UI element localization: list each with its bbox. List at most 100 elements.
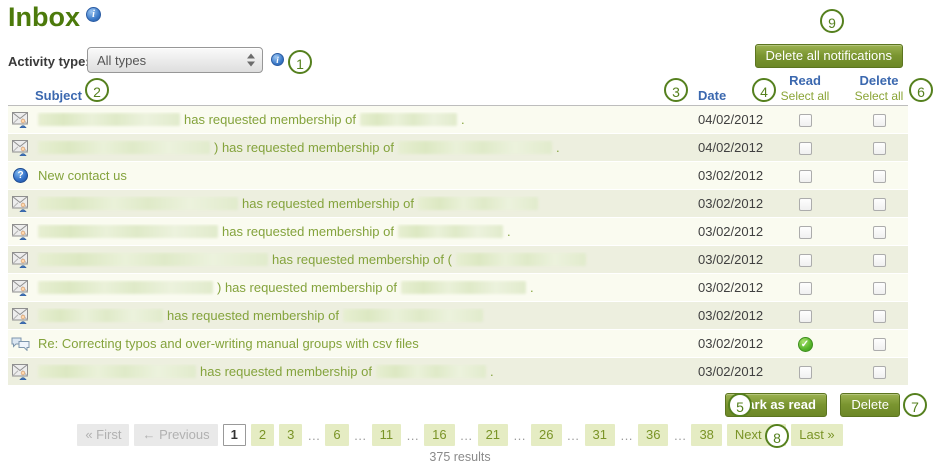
date-cell: 03/02/2012: [698, 308, 764, 323]
results-count: 375 results: [429, 450, 491, 464]
notification-subject-link[interactable]: ) has requested membership of.: [38, 140, 560, 155]
callout-5: 5: [728, 393, 752, 417]
pagination-page-button[interactable]: 11: [371, 424, 402, 446]
read-checkbox[interactable]: [798, 254, 812, 268]
redacted-text: [397, 141, 552, 154]
subject-text-segment: .: [529, 280, 534, 295]
delete-cell: [850, 252, 908, 268]
redacted-text: [359, 113, 457, 126]
membership-request-icon: [11, 195, 30, 212]
notification-subject-link[interactable]: has requested membership of.: [38, 112, 465, 127]
notification-subject-link[interactable]: New contact us: [38, 168, 127, 183]
read-select-all-link[interactable]: Select all: [780, 89, 830, 103]
info-icon[interactable]: i: [86, 7, 101, 23]
redacted-text: [38, 309, 163, 322]
activity-type-select[interactable]: All types: [87, 47, 263, 73]
date-cell: 04/02/2012: [698, 112, 764, 127]
pagination-page-button[interactable]: 21: [477, 424, 509, 446]
date-cell: 03/02/2012: [698, 168, 764, 183]
membership-request-icon: [11, 251, 30, 268]
subject-text-segment: .: [460, 112, 465, 127]
table-row: has requested membership of 03/02/2012: [8, 190, 908, 218]
delete-checkbox[interactable]: [872, 226, 886, 240]
read-checkbox[interactable]: [798, 282, 812, 296]
subject-cell: ) has requested membership of.: [8, 139, 648, 156]
read-checkbox[interactable]: [798, 142, 812, 156]
subject-text-segment: has requested membership of: [184, 112, 356, 127]
read-cell: [760, 280, 850, 296]
delete-checkbox[interactable]: [872, 198, 886, 212]
delete-checkbox[interactable]: [872, 310, 886, 324]
pagination-page-button[interactable]: Last »: [791, 424, 843, 446]
read-status-icon: ✓: [797, 337, 813, 352]
contact-us-icon: ?: [11, 168, 30, 183]
pagination-page-button[interactable]: 2: [250, 424, 275, 446]
pagination-disabled-button: ← Previous: [134, 424, 218, 446]
delete-checkbox[interactable]: [872, 142, 886, 156]
pagination-page-button[interactable]: 26: [531, 424, 562, 446]
callout-3: 3: [664, 78, 688, 102]
date-cell: 03/02/2012: [698, 280, 764, 295]
redacted-text: [417, 197, 538, 210]
callout-7: 7: [903, 393, 927, 417]
date-cell: 03/02/2012: [698, 224, 764, 239]
delete-button[interactable]: Delete: [840, 393, 900, 417]
read-checkbox[interactable]: [798, 198, 812, 212]
subject-text-segment: has requested membership of: [222, 224, 394, 239]
pagination-page-button[interactable]: 38: [691, 424, 722, 446]
notification-subject-link[interactable]: has requested membership of (: [38, 252, 586, 267]
read-checkbox[interactable]: [798, 226, 812, 240]
delete-all-notifications-button[interactable]: Delete all notifications: [754, 44, 903, 68]
notification-subject-link[interactable]: Re: Correcting typos and over-writing ma…: [38, 336, 419, 351]
membership-request-icon: [11, 279, 30, 296]
subject-column-header: Subject: [35, 88, 82, 103]
table-header-row: Subject Date Read Select all Delete Sele…: [8, 73, 908, 106]
read-cell: [760, 140, 850, 156]
subject-cell: Re: Correcting typos and over-writing ma…: [8, 336, 648, 351]
delete-checkbox[interactable]: [872, 254, 886, 268]
membership-request-icon: [11, 363, 30, 380]
redacted-text: [455, 253, 586, 266]
pagination-page-button[interactable]: 6: [325, 424, 349, 446]
membership-request-icon: [11, 111, 30, 128]
delete-cell: [850, 168, 908, 184]
pagination-page-button[interactable]: 31: [584, 424, 615, 446]
read-checkbox[interactable]: [798, 170, 812, 184]
read-checkbox[interactable]: [798, 114, 812, 128]
read-cell: [760, 252, 850, 268]
notification-subject-link[interactable]: has requested membership of.: [38, 364, 494, 379]
delete-checkbox[interactable]: [872, 366, 886, 380]
pagination-page-button[interactable]: 3: [279, 424, 303, 446]
notification-subject-link[interactable]: has requested membership of: [38, 196, 538, 211]
pagination-ellipsis: …: [353, 427, 367, 443]
redacted-text: [375, 365, 486, 378]
delete-cell: [850, 336, 908, 352]
notification-subject-link[interactable]: has requested membership of.: [38, 224, 511, 239]
pagination-ellipsis: …: [406, 427, 420, 443]
subject-text-segment: New contact us: [38, 168, 127, 183]
read-checkbox[interactable]: [798, 310, 812, 324]
delete-select-all-link[interactable]: Select all: [854, 89, 904, 103]
subject-text-segment: has requested membership of: [167, 308, 339, 323]
pagination-page-button[interactable]: 36: [637, 424, 669, 446]
notification-subject-link[interactable]: has requested membership of: [38, 308, 483, 323]
delete-checkbox[interactable]: [872, 338, 886, 352]
read-checkbox[interactable]: [798, 366, 812, 380]
delete-checkbox[interactable]: [872, 282, 886, 296]
subject-cell: has requested membership of.: [8, 111, 648, 128]
subject-cell: ) has requested membership of.: [8, 279, 648, 296]
pagination-ellipsis: …: [307, 427, 321, 443]
subject-text-segment: Re: Correcting typos and over-writing ma…: [38, 336, 419, 351]
delete-cell: [850, 364, 908, 380]
forum-post-icon: [11, 337, 30, 351]
delete-header-label: Delete: [859, 73, 899, 88]
date-cell: 04/02/2012: [698, 140, 764, 155]
info-icon[interactable]: i: [271, 53, 284, 66]
pagination-page-button[interactable]: 16: [424, 424, 455, 446]
notification-subject-link[interactable]: ) has requested membership of.: [38, 280, 534, 295]
table-row: ? New contact us 03/02/2012: [8, 162, 908, 190]
activity-type-label: Activity type:: [8, 54, 90, 69]
subject-text-segment: .: [555, 140, 560, 155]
delete-checkbox[interactable]: [872, 114, 886, 128]
delete-checkbox[interactable]: [872, 170, 886, 184]
